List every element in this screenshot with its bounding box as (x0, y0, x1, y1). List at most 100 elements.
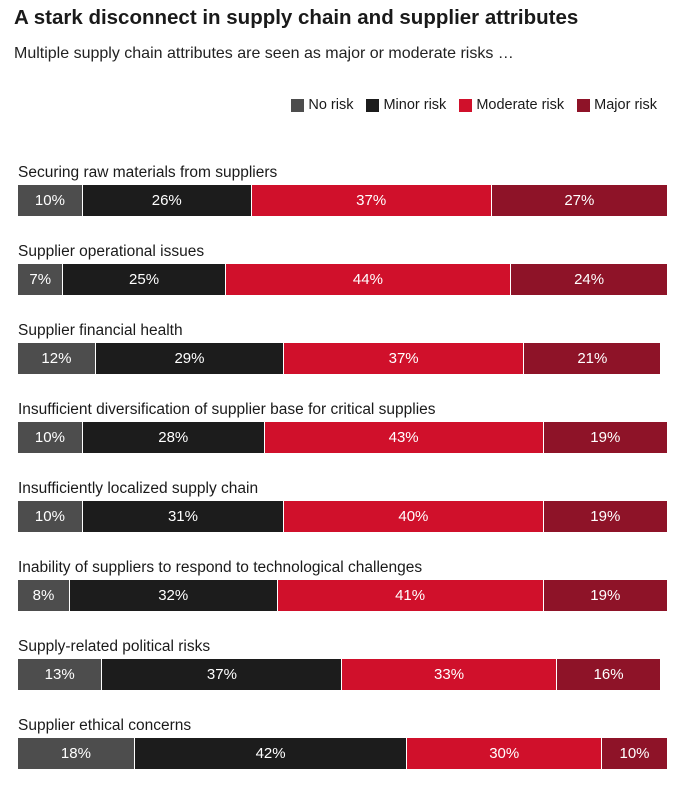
data-label: 16% (593, 666, 624, 683)
data-label: 13% (44, 666, 75, 683)
bar-segment-moderate-risk: 37% (251, 185, 492, 216)
category-label: Supplier financial health (18, 322, 183, 339)
legend-swatch-moderate-risk (459, 98, 473, 112)
bar-segment-moderate-risk: 44% (225, 264, 512, 295)
category-label: Supplier operational issues (18, 243, 205, 260)
stacked-bar: 10% 26% 37% 27% (18, 185, 667, 216)
bar-segment-major-risk: 21% (524, 343, 661, 374)
legend-swatch-no-risk (291, 98, 305, 112)
stacked-bar: 8% 32% 41% 19% (18, 580, 667, 611)
stacked-bar: 12% 29% 37% 21% (18, 343, 667, 374)
data-label: 43% (388, 429, 419, 446)
data-label: 37% (356, 192, 387, 209)
chart-row: Supplier operational issues 7% 25% 44% 24% (18, 242, 667, 295)
bar-segment-moderate-risk: 40% (284, 501, 544, 532)
stacked-bar: 18% 42% 30% 10% (18, 738, 667, 769)
category-label: Inability of suppliers to respond to tec… (18, 559, 423, 576)
bar-segment-no-risk: 10% (18, 422, 83, 453)
legend-item-major-risk: Major risk (577, 97, 657, 113)
chart-row: Supply-related political risks 13% 37% 33% 1… (18, 637, 667, 690)
data-label: 7% (29, 271, 52, 288)
data-label: 10% (619, 745, 650, 762)
stacked-bar: 7% 25% 44% 24% (18, 264, 667, 295)
legend-label-moderate-risk: Moderate risk (476, 97, 565, 113)
data-label: 12% (41, 350, 72, 367)
data-label: 10% (34, 429, 65, 446)
data-label: 24% (574, 271, 605, 288)
bar-segment-no-risk: 13% (18, 659, 103, 690)
data-label: 40% (398, 508, 429, 525)
chart-row: Supplier financial health 12% 29% 37% 21% (18, 321, 667, 374)
data-label: 37% (206, 666, 237, 683)
bar-segment-major-risk: 19% (543, 501, 667, 532)
data-label: 18% (60, 745, 91, 762)
bar-segment-minor-risk: 28% (82, 422, 265, 453)
category-label: Supplier ethical concerns (18, 717, 192, 734)
data-label: 19% (590, 429, 621, 446)
chart-row: Securing raw materials from suppliers 10%… (18, 163, 667, 216)
bar-segment-no-risk: 7% (18, 264, 64, 295)
legend-label-no-risk: No risk (308, 97, 354, 113)
bar-segment-major-risk: 27% (491, 185, 667, 216)
bar-segment-moderate-risk: 37% (284, 343, 525, 374)
bar-segment-major-risk: 16% (556, 659, 661, 690)
data-label: 10% (34, 192, 65, 209)
bar-segment-moderate-risk: 43% (264, 422, 544, 453)
bar-segment-major-risk: 19% (543, 422, 667, 453)
stacked-bar: 10% 31% 40% 19% (18, 501, 667, 532)
bar-segment-minor-risk: 32% (69, 580, 278, 611)
data-label: 19% (590, 587, 621, 604)
category-label: Securing raw materials from suppliers (18, 164, 278, 181)
bar-segment-moderate-risk: 41% (277, 580, 544, 611)
bar-segment-moderate-risk: 30% (407, 738, 603, 769)
bar-segment-minor-risk: 25% (63, 264, 226, 295)
category-label: Insufficient diversification of supplier… (18, 401, 436, 418)
legend-item-moderate-risk: Moderate risk (459, 97, 564, 113)
legend-item-minor-risk: Minor risk (366, 97, 446, 113)
chart-title: A stark disconnect in supply chain and s… (14, 6, 579, 29)
bar-segment-major-risk: 19% (543, 580, 667, 611)
data-label: 8% (32, 587, 55, 604)
data-label: 10% (34, 508, 65, 525)
data-label: 32% (158, 587, 189, 604)
bar-segment-no-risk: 8% (18, 580, 70, 611)
data-label: 41% (395, 587, 426, 604)
legend-swatch-minor-risk (366, 98, 380, 112)
bar-segment-no-risk: 10% (18, 501, 83, 532)
legend-label-minor-risk: Minor risk (383, 97, 447, 113)
data-label: 37% (388, 350, 419, 367)
bar-segment-major-risk: 10% (602, 738, 667, 769)
bar-segment-minor-risk: 37% (102, 659, 343, 690)
data-label: 29% (174, 350, 205, 367)
data-label: 44% (352, 271, 383, 288)
bar-segment-no-risk: 10% (18, 185, 83, 216)
chart-subtitle: Multiple supply chain attributes are see… (14, 45, 514, 62)
data-label: 27% (564, 192, 595, 209)
stacked-bar: 10% 28% 43% 19% (18, 422, 667, 453)
category-label: Supply-related political risks (18, 638, 211, 655)
chart-row: Inability of suppliers to respond to tec… (18, 558, 667, 611)
category-label: Insufficiently localized supply chain (18, 480, 259, 497)
legend: No risk Minor risk Moderate risk Major risk (278, 97, 657, 113)
legend-swatch-major-risk (577, 98, 591, 112)
bar-segment-moderate-risk: 33% (342, 659, 557, 690)
bar-segment-minor-risk: 29% (95, 343, 285, 374)
stacked-bar: 13% 37% 33% 16% (18, 659, 667, 690)
bar-segment-minor-risk: 42% (134, 738, 408, 769)
data-label: 30% (489, 745, 520, 762)
data-label: 28% (158, 429, 189, 446)
data-label: 42% (255, 745, 286, 762)
bar-segment-major-risk: 24% (511, 264, 667, 295)
data-label: 19% (590, 508, 621, 525)
bar-segment-minor-risk: 31% (82, 501, 285, 532)
legend-label-major-risk: Major risk (594, 97, 657, 113)
data-label: 33% (434, 666, 465, 683)
chart-row: Insufficient diversification of supplier… (18, 400, 667, 453)
legend-item-no-risk: No risk (291, 97, 353, 113)
chart-row: Supplier ethical concerns 18% 42% 30% 10% (18, 716, 667, 769)
data-label: 31% (167, 508, 198, 525)
bar-segment-no-risk: 18% (18, 738, 135, 769)
data-label: 26% (151, 192, 182, 209)
data-label: 21% (577, 350, 608, 367)
chart-row: Insufficiently localized supply chain 10%… (18, 479, 667, 532)
